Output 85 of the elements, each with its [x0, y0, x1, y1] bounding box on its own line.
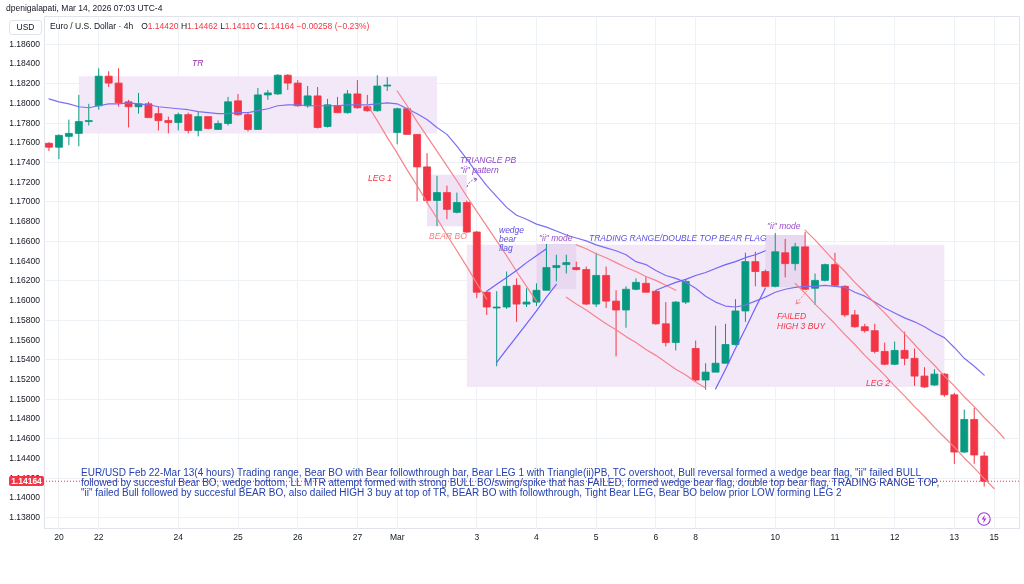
y-tick-label: 1.14400	[9, 452, 41, 463]
x-tick-label: 6	[653, 531, 659, 542]
line-series	[804, 229, 1005, 439]
candlestick	[273, 73, 282, 96]
y-tick-label: 1.14000	[9, 492, 41, 503]
y-tick-label: 1.17600	[9, 137, 41, 148]
candlestick	[681, 278, 690, 305]
candlestick	[870, 323, 879, 354]
annotation: "ii" mode	[767, 221, 801, 231]
x-tick-label: 25	[233, 531, 243, 542]
text: dpenigalapati, Mar 14, 2026 07:03 UTC-4	[6, 3, 163, 13]
candlestick	[323, 98, 332, 128]
candlestick	[293, 79, 302, 108]
y-tick-label: 1.15600	[9, 334, 41, 345]
x-tick-label: 8	[693, 531, 699, 542]
x-tick-label: 13	[949, 531, 960, 542]
annotation: LEG 2	[866, 378, 891, 388]
candlestick	[244, 112, 252, 132]
line-series	[655, 250, 766, 291]
y-tick-label: 1.16400	[9, 255, 41, 266]
line-series	[496, 283, 557, 363]
y-tick-label: 1.16600	[9, 235, 41, 246]
annotation: TR	[192, 58, 204, 68]
y-tick-label: 1.17800	[9, 117, 41, 128]
x-tick-label: 24	[173, 531, 184, 542]
candlestick	[224, 96, 232, 126]
candlestick	[791, 242, 800, 272]
line-series	[575, 244, 677, 291]
x-tick-label: 22	[93, 531, 104, 542]
y-tick-label: 1.18400	[9, 58, 41, 69]
line-series	[714, 287, 766, 390]
candlestick	[433, 175, 441, 227]
y-tick-label: 1.18200	[9, 78, 41, 89]
x-tick-label: 27	[352, 531, 363, 542]
text: Euro / U.S. Dollar · 4h	[50, 21, 134, 31]
candlestick	[184, 112, 193, 134]
candlestick	[393, 107, 402, 145]
candlestick	[443, 185, 451, 220]
text: O1.14420 H1.14462 L1.14110 C1.14164 −0.00258 (−0.23%)	[141, 21, 370, 31]
x-tick-label: 26	[292, 531, 303, 542]
x-tick-label: 5	[593, 531, 599, 542]
y-tick-label: 1.16800	[9, 216, 41, 227]
y-tick-label: 1.13800	[9, 512, 41, 523]
currency-box: USD	[9, 20, 42, 35]
annotation: FAILED HIGH 3 BUY	[777, 311, 827, 331]
y-tick-label: 1.17000	[9, 196, 41, 207]
candlestick	[831, 252, 839, 287]
candlestick	[263, 89, 272, 101]
annotation: TRADING RANGE/DOUBLE TOP BEAR FLAG	[589, 233, 767, 243]
line-series	[565, 296, 707, 389]
y-tick-label: 1.14600	[9, 433, 41, 444]
annotation: "ii" mode	[539, 233, 573, 243]
annotation: EUR/USD Feb 22-Mar 13(4 hours) Trading range, Bear BO with Bear followthrough bar, Bear LEG 1 with Triangle(ii)PB, TC overshoot, Bull reversal formed a wedge bear flag, "ii" failed BULL followed by succesful Bear BO, wedge bottom, LL MTR attempt formed with strong BULL BO/swing/spike that has FAILED, formed wedge bear flag, double top bear flag, TRADING RANGE TOP, "ii" failed Bull followed by succesful BEAR BO, also dailed HIGH 3 buy at top of TR, BEAR BO with followthrough, Tight Bear LEG, Bear BO below prior LOW forming LEG 2	[81, 467, 940, 499]
candlestick	[512, 277, 521, 323]
x-tick-label: 20	[54, 531, 64, 542]
candlestick	[303, 85, 312, 109]
y-tick-label: 1.15200	[9, 374, 41, 385]
y-tick-label: 1.17200	[9, 176, 41, 187]
x-tick-label: 15	[989, 531, 1000, 542]
x-tick-label: 3	[474, 531, 480, 542]
candlestick	[64, 119, 73, 146]
x-tick-label: Mar	[389, 531, 405, 542]
annotation: LEG 1	[368, 173, 393, 183]
x-tick-label: 4	[534, 531, 540, 542]
candlestick	[55, 133, 63, 160]
candlestick	[84, 103, 93, 126]
candlestick	[781, 238, 790, 278]
y-tick-label: 1.18600	[9, 38, 41, 49]
y-tick-label: 1.14800	[9, 413, 41, 424]
y-tick-label: 1.18000	[9, 97, 41, 108]
candlestick	[661, 301, 670, 347]
y-tick-label: 1.17400	[9, 157, 41, 167]
x-tick-label: 12	[889, 531, 900, 542]
x-tick-label: 10	[770, 531, 781, 542]
y-tick-label: 1.16000	[9, 295, 41, 306]
y-tick-label: 1.15400	[9, 354, 41, 365]
y-tick-label: 1.15800	[9, 314, 41, 325]
candlestick	[194, 111, 203, 137]
candlestick	[612, 289, 620, 357]
y-tick-label: 1.15000	[9, 393, 41, 404]
y-tick-label: 1.16200	[9, 275, 41, 286]
candlestick	[622, 285, 630, 329]
candlestick	[74, 94, 83, 147]
x-tick-label: 11	[830, 531, 840, 542]
candlestick	[562, 254, 571, 274]
